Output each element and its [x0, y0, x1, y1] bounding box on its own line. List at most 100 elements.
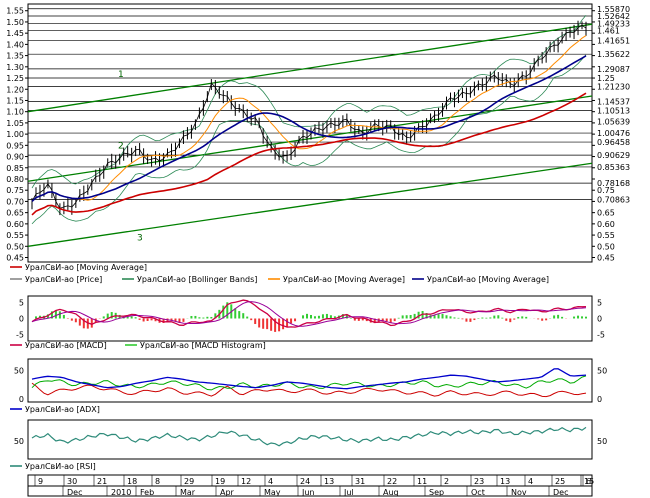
legend-entry: УралСвИ-ао [ADX] — [25, 405, 100, 414]
price-ytick-left-label: 1.55 — [6, 7, 24, 16]
price-ytick-left-label: 0.80 — [6, 175, 24, 184]
time-tick-label: 12 — [241, 477, 251, 486]
time-tick-label: 15 — [584, 477, 594, 486]
legend-entry: УралСвИ-ао [MACD] — [25, 341, 107, 350]
price-ytick-right-label: 0.75 — [597, 186, 615, 195]
time-tick-label: 30 — [67, 477, 77, 486]
time-tick-label: 25 — [555, 477, 565, 486]
moving-average-fast — [31, 35, 587, 202]
trend-channel-line — [27, 162, 593, 247]
level-line-label: 1.29087 — [597, 65, 630, 74]
adx-panel: 50 50 0 0 — [14, 366, 607, 404]
month-label: Feb — [140, 488, 154, 497]
legend-entry: УралСвИ-ао [Price] — [25, 275, 102, 284]
time-tick-label: 29 — [184, 477, 194, 486]
price-ytick-left-label: 1.40 — [6, 40, 24, 49]
price-ytick-left-label: 1.20 — [6, 85, 24, 94]
bollinger-lower — [31, 54, 587, 225]
macd-frame — [27, 295, 593, 342]
price-ytick-right-label: 0.60 — [597, 220, 615, 229]
price-ytick-left-label: 1.35 — [6, 52, 24, 61]
legend-entry: УралСвИ-ао [RSI] — [25, 462, 96, 471]
time-tick-label: 2 — [444, 477, 449, 486]
time-tick-label: 18 — [127, 477, 137, 486]
level-line-label: 1.41651 — [597, 37, 630, 46]
macd-ytick-left: 0 — [19, 315, 24, 324]
price-ytick-right-label: 0.50 — [597, 242, 615, 251]
trend-channel-line — [27, 95, 593, 182]
channel-label: 1 — [118, 70, 124, 80]
price-ytick-left-label: 0.65 — [6, 209, 24, 218]
macd-ytick-right: 5 — [597, 298, 602, 307]
month-label: Nov — [511, 488, 527, 497]
time-tick-label: 6 — [586, 477, 591, 486]
month-label: Dec — [553, 488, 568, 497]
level-line-label: 0.96458 — [597, 138, 630, 147]
month-label: Oct — [471, 488, 485, 497]
price-ytick-left-label: 0.50 — [6, 242, 24, 251]
macd-ytick-left: 5 — [19, 298, 24, 307]
legend-entry: УралСвИ-ао [Moving Average] — [427, 275, 549, 284]
month-label: Aug — [383, 488, 399, 497]
price-ytick-right-label: 0.45 — [597, 254, 615, 263]
legend-entry: УралСвИ-ао [Moving Average] — [283, 275, 405, 284]
bollinger-upper — [31, 15, 587, 189]
legend-entry: УралСвИ-ао [MACD Histogram] — [140, 341, 266, 350]
plus-di-line — [31, 375, 587, 391]
month-label: 2010 — [111, 488, 131, 497]
level-line-label: 0.78168 — [597, 179, 630, 188]
price-ytick-left-label: 1.10 — [6, 108, 24, 117]
price-ytick-left-label: 0.60 — [6, 220, 24, 229]
macd-ytick-right: -5 — [597, 331, 605, 340]
adx-ytick-left: 0 — [19, 395, 24, 404]
time-tick-label: 4 — [528, 477, 533, 486]
moving-average-mid — [31, 55, 587, 202]
trend-channel-line — [27, 23, 593, 113]
time-tick-label: 22 — [387, 477, 397, 486]
time-tick-label: 9 — [38, 477, 43, 486]
month-label: Jun — [301, 488, 315, 497]
rsi-ytick-right: 50 — [597, 437, 607, 446]
price-ytick-left-label: 0.90 — [6, 153, 24, 162]
level-line-label: 1.10513 — [597, 107, 630, 116]
month-label: Sep — [429, 488, 444, 497]
adx-frame — [27, 358, 593, 403]
level-line-label: 0.85363 — [597, 163, 630, 172]
level-line-label: 1.55870 — [597, 5, 630, 14]
price-ytick-left-label: 0.55 — [6, 231, 24, 240]
legend-entry: УралСвИ-ао [Moving Average] — [25, 263, 147, 272]
level-line-label: 1.49233 — [597, 20, 630, 29]
rsi-panel: 50 50 — [14, 426, 607, 447]
legends: УралСвИ-ао [Moving Average] УралСвИ-ао [P… — [10, 263, 549, 471]
month-label: Mar — [180, 488, 196, 497]
price-line — [31, 24, 587, 209]
price-ytick-left-label: 1.00 — [6, 130, 24, 139]
channel-label: 3 — [137, 234, 143, 244]
month-label: May — [264, 488, 281, 497]
adx-line — [31, 368, 587, 390]
legend-entry: УралСвИ-ао [Bollinger Bands] — [137, 275, 257, 284]
moving-average-slow — [31, 92, 587, 216]
adx-ytick-left: 50 — [14, 366, 24, 375]
price-ytick-left-label: 1.30 — [6, 63, 24, 72]
level-line-label: 1.05639 — [597, 117, 630, 126]
time-tick-label: 13 — [324, 477, 334, 486]
level-line-label: 1.25 — [597, 74, 615, 83]
level-line-label: 1.14537 — [597, 98, 630, 107]
time-tick-label: 11 — [417, 477, 427, 486]
adx-ytick-right: 0 — [597, 395, 602, 404]
rsi-frame — [27, 419, 593, 460]
time-tick-label: 4 — [268, 477, 273, 486]
level-line-label: 0.70863 — [597, 195, 630, 204]
price-ytick-left-label: 0.45 — [6, 254, 24, 263]
time-tick-label: 13 — [500, 477, 510, 486]
price-ytick-left-label: 1.25 — [6, 74, 24, 83]
price-ytick-left-label: 1.45 — [6, 29, 24, 38]
price-ytick-left-label: 1.15 — [6, 96, 24, 105]
time-tick-label: 24 — [300, 477, 310, 486]
rsi-line — [31, 426, 587, 447]
time-tick-label: 23 — [474, 477, 484, 486]
price-ytick-left-label: 0.70 — [6, 197, 24, 206]
level-line-label: 1.461 — [597, 27, 620, 36]
